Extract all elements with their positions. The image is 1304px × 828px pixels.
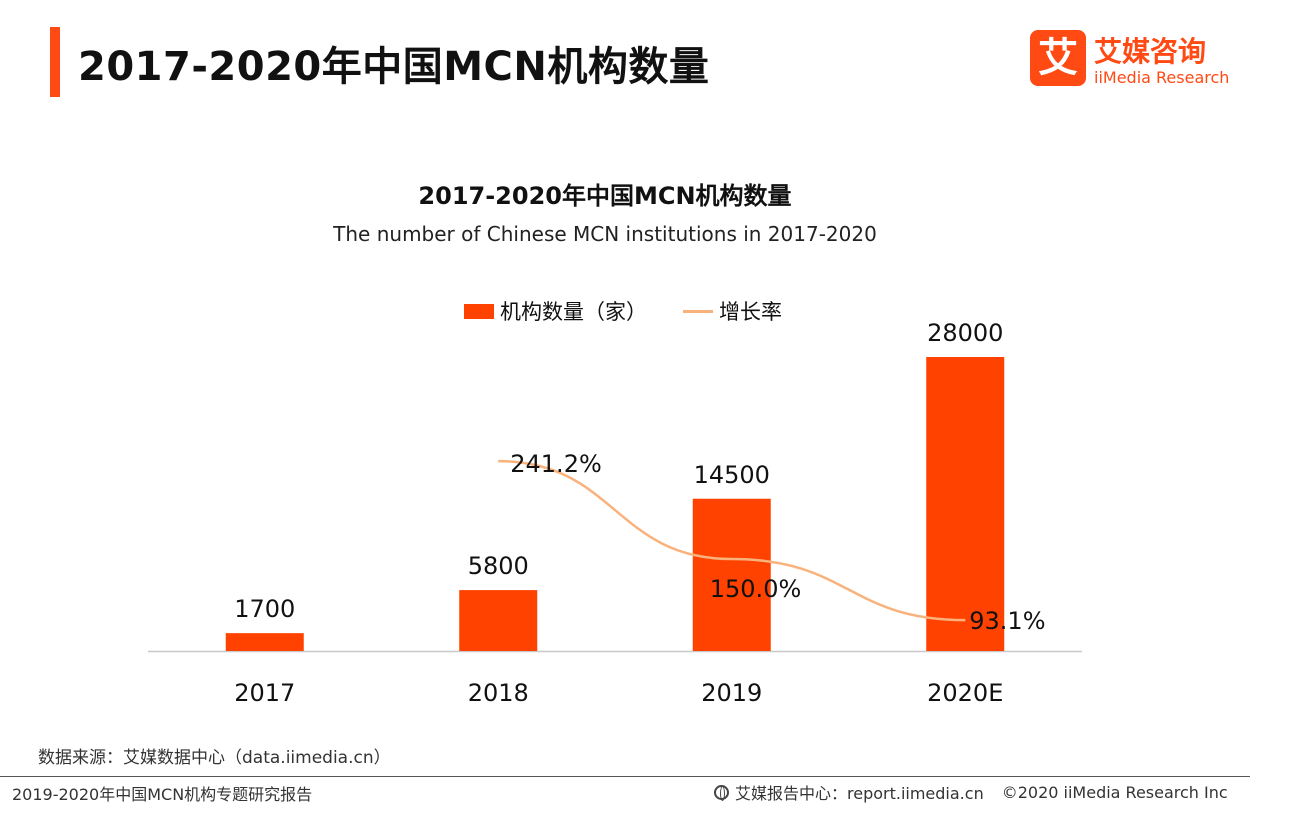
logo-mark-icon: 艾: [1030, 30, 1086, 86]
legend-bar-label: 机构数量（家）: [500, 300, 647, 324]
title-accent-bar: [50, 27, 60, 97]
chart-subtitle: The number of Chinese MCN institutions i…: [333, 222, 877, 246]
chart-title: 2017-2020年中国MCN机构数量: [418, 182, 792, 210]
footer-report-center: 艾媒报告中心：report.iimedia.cn: [735, 784, 984, 803]
x-tick-label-2019: 2019: [701, 679, 762, 707]
growth-label-2019: 150.0%: [710, 575, 802, 603]
legend-bar-swatch: [464, 303, 494, 319]
bar-2019: [692, 498, 771, 651]
chart-legend: 机构数量（家） 增长率: [464, 296, 782, 326]
bar-2017: [225, 633, 304, 651]
bar-2018: [459, 590, 538, 651]
bar-value-label-2017: 1700: [234, 595, 295, 623]
footer-divider: [0, 776, 1250, 777]
globe-icon: [714, 784, 729, 801]
bar-2020E: [926, 357, 1005, 651]
x-tick-label-2020E: 2020E: [927, 679, 1003, 707]
x-tick-label-2018: 2018: [468, 679, 529, 707]
bar-value-label-2018: 5800: [468, 552, 529, 580]
logo-en-text: iiMedia Research: [1094, 68, 1230, 87]
legend-line-swatch: [683, 309, 713, 313]
page-title: 2017-2020年中国MCN机构数量: [78, 44, 710, 90]
bar-value-label-2019: 14500: [694, 461, 770, 489]
growth-rate-line: [498, 459, 966, 622]
footer-report-title: 2019-2020年中国MCN机构专题研究报告: [12, 785, 313, 804]
footer-copyright: ©2020 iiMedia Research Inc: [1001, 782, 1228, 802]
data-source: 数据来源：艾媒数据中心（data.iimedia.cn）: [38, 748, 391, 768]
brand-logo: 艾 艾媒咨询 iiMedia Research: [1030, 30, 1240, 92]
growth-label-2018: 241.2%: [510, 450, 602, 478]
growth-label-2020E: 93.1%: [969, 607, 1045, 635]
footer-right: 艾媒报告中心：report.iimedia.cn ©2020 iiMedia R…: [714, 780, 1228, 804]
x-tick-label-2017: 2017: [234, 679, 295, 707]
logo-cn-text: 艾媒咨询: [1094, 35, 1207, 68]
legend-line-label: 增长率: [719, 300, 782, 324]
bar-value-label-2020E: 28000: [927, 319, 1003, 347]
